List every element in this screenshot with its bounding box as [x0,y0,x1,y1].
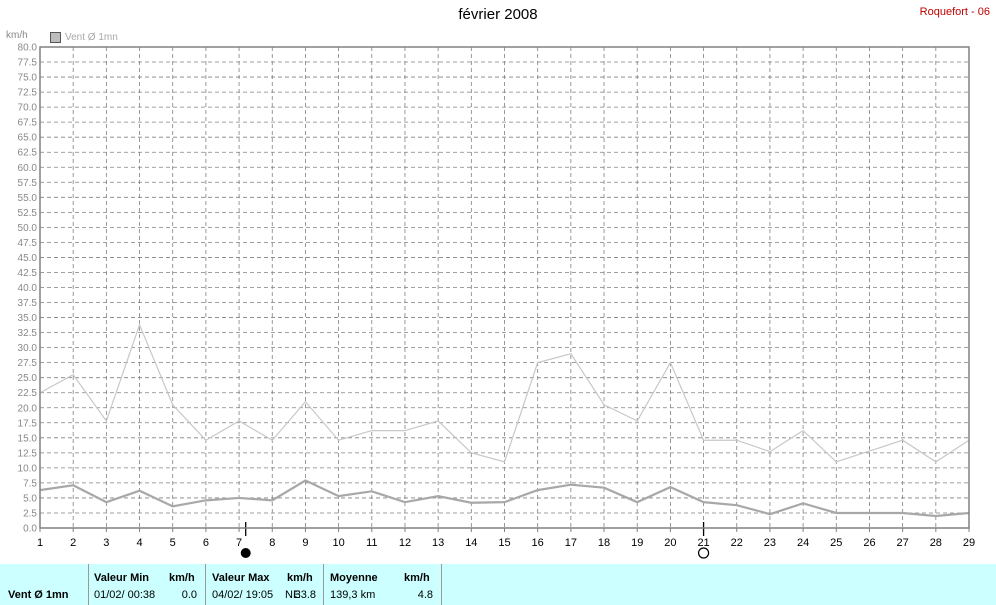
x-tick-label: 9 [302,537,308,549]
new-moon-icon [697,547,710,559]
y-tick-label: 25.0 [18,373,38,384]
station-name: Roquefort - 06 [919,6,990,18]
y-tick-label: 15.0 [18,433,38,444]
y-tick-label: 60.0 [18,163,38,174]
x-tick-label: 24 [797,537,809,549]
max-header: Valeur Max [212,572,270,584]
summary-bar: Vent Ø 1mn Valeur Min km/h 01/02/ 00:38 … [0,564,996,605]
x-tick-label: 2 [70,537,76,549]
y-tick-label: 20.0 [18,403,38,414]
x-tick-label: 12 [399,537,411,549]
y-tick-label: 42.5 [18,268,38,279]
x-tick-label: 13 [432,537,444,549]
y-tick-label: 67.5 [18,118,38,129]
y-tick-label: 17.5 [18,418,38,429]
x-tick-label: 10 [332,537,344,549]
x-axis-ticks: 1 2 3 4 5 6 7 8 9 10 11 12 13 14 15 16 17 18 19 20 21 22 23 24 2… [37,528,975,549]
legend-swatch [50,32,61,43]
x-tick-label: 17 [565,537,577,549]
y-tick-label: 62.5 [18,148,38,159]
x-tick-label: 29 [963,537,975,549]
x-tick-label: 3 [103,537,109,549]
y-tick-label: 70.0 [18,103,38,114]
y-tick-label: 72.5 [18,88,38,99]
x-tick-label: 22 [731,537,743,549]
mean-distance: 139,3 km [330,589,376,601]
mean-unit: km/h [404,572,430,584]
line-chart: 0.0 2.5 5.0 7.5 10.0 12.5 15.0 17.5 20.0 22.5 25.0… [18,43,975,559]
y-tick-label: 7.5 [23,478,37,489]
x-tick-label: 20 [664,537,676,549]
series-group [39,323,970,518]
full-moon-icon [240,548,251,558]
y-axis-unit: km/h [6,30,28,41]
y-axis-ticks: 0.0 2.5 5.0 7.5 10.0 12.5 15.0 17.5 20.0 22.5 25.0… [18,43,38,535]
mean-value: 4.8 [417,589,433,601]
y-tick-label: 50.0 [18,223,38,234]
legend: Vent Ø 1mn [50,32,118,43]
y-tick-label: 27.5 [18,358,38,369]
y-tick-label: 55.0 [18,193,38,204]
y-tick-label: 10.0 [18,463,38,474]
y-tick-label: 2.5 [23,508,37,519]
y-tick-label: 57.5 [18,178,38,189]
x-tick-label: 15 [498,537,510,549]
y-tick-label: 45.0 [18,253,38,264]
x-tick-label: 16 [532,537,544,549]
y-tick-label: 77.5 [18,58,38,69]
y-tick-label: 32.5 [18,328,38,339]
min-date: 01/02/ 00:38 [94,589,156,601]
y-tick-label: 52.5 [18,208,38,219]
y-tick-label: 30.0 [18,343,38,354]
mean-header: Moyenne [330,572,378,584]
series-line-2 [39,479,970,518]
x-tick-label: 1 [37,537,43,549]
x-tick-label: 25 [830,537,842,549]
x-tick-label: 4 [136,537,142,549]
x-tick-label: 27 [897,537,909,549]
y-tick-label: 40.0 [18,283,38,294]
max-value: 33.8 [294,589,316,601]
grid [40,47,969,528]
y-tick-label: 35.0 [18,313,38,324]
legend-label: Vent Ø 1mn [65,32,118,43]
x-tick-label: 26 [863,537,875,549]
max-unit: km/h [287,572,313,584]
y-tick-label: 80.0 [18,43,38,54]
x-tick-label: 8 [269,537,275,549]
x-tick-label: 11 [366,537,377,549]
x-tick-label: 5 [170,537,176,549]
chart-title: février 2008 [458,6,538,23]
x-tick-label: 6 [203,537,209,549]
min-unit: km/h [169,572,195,584]
max-date: 04/02/ 19:05 [212,589,274,601]
y-tick-label: 0.0 [23,524,37,535]
y-tick-label: 5.0 [23,493,37,504]
min-header: Valeur Min [94,572,150,584]
summary-series-label: Vent Ø 1mn [8,589,69,601]
moon-markers [240,522,710,559]
y-tick-label: 37.5 [18,298,38,309]
x-tick-label: 18 [598,537,610,549]
series-line-1 [39,323,970,463]
x-tick-label: 23 [764,537,776,549]
y-tick-label: 22.5 [18,388,38,399]
summary-series-cell: Vent Ø 1mn [0,564,89,605]
x-tick-label: 7 [236,537,242,549]
x-tick-label: 14 [465,537,477,549]
max-direction: NE [285,589,301,601]
y-tick-label: 65.0 [18,133,38,144]
plot-frame [39,46,970,529]
summary-mean-cell: Moyenne km/h 139,3 km 4.8 [324,564,442,605]
x-tick-label: 19 [631,537,643,549]
y-tick-label: 12.5 [18,448,38,459]
min-value: 0.0 [181,589,197,601]
y-tick-label: 75.0 [18,73,38,84]
summary-max-cell: Valeur Max km/h 04/02/ 19:05 NE 33.8 [206,564,324,605]
y-tick-label: 47.5 [18,238,38,249]
summary-min-cell: Valeur Min km/h 01/02/ 00:38 0.0 [89,564,206,605]
x-tick-label: 28 [930,537,942,549]
x-tick-label: 21 [697,537,709,549]
